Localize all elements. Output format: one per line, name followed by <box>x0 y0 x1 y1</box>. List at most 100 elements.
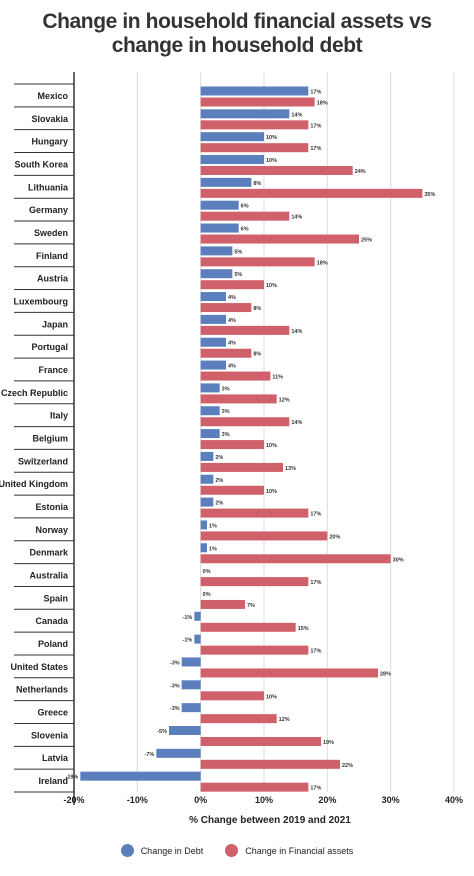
financial-assets-value-label: 15% <box>298 626 309 632</box>
debt-value-label: -1% <box>183 638 193 644</box>
category-label: Australia <box>29 571 69 581</box>
debt-bar <box>181 657 201 667</box>
debt-bar <box>200 543 207 553</box>
financial-assets-bar <box>200 394 277 404</box>
debt-value-label: 2% <box>215 501 223 507</box>
financial-assets-value-label: 17% <box>310 649 321 655</box>
debt-value-label: -3% <box>170 660 180 666</box>
category-label: Poland <box>38 639 68 649</box>
chart-title-line-2: change in household debt <box>111 34 363 57</box>
category-label: Canada <box>35 616 69 626</box>
category-label: Portugal <box>31 342 68 352</box>
debt-value-label: 4% <box>228 318 236 324</box>
financial-assets-bar <box>200 280 264 290</box>
debt-value-label: 17% <box>310 90 321 96</box>
category-label: Sweden <box>34 228 68 238</box>
financial-assets-value-label: 17% <box>310 512 321 518</box>
financial-assets-bar <box>200 714 277 724</box>
legend-item-financial-assets: Change in Financial assets <box>225 844 353 857</box>
debt-value-label: 8% <box>253 181 261 187</box>
financial-assets-value-label: 17% <box>310 146 321 152</box>
debt-bar <box>156 748 201 758</box>
debt-bar <box>200 86 309 96</box>
debt-value-label: 1% <box>209 523 217 529</box>
debt-value-label: 14% <box>291 112 302 118</box>
category-label: Luxembourg <box>13 296 68 306</box>
debt-value-label: -3% <box>170 706 180 712</box>
category-label: Latvia <box>42 753 69 763</box>
financial-assets-value-label: 17% <box>310 123 321 129</box>
legend: Change in Debt Change in Financial asset… <box>0 844 474 857</box>
debt-bar <box>200 383 220 393</box>
x-tick-label: 20% <box>318 795 336 805</box>
debt-bar <box>200 429 220 439</box>
financial-assets-value-label: 14% <box>291 329 302 335</box>
debt-value-label: 1% <box>209 546 217 552</box>
debt-value-label: 4% <box>228 364 236 370</box>
debt-bar <box>200 360 226 370</box>
category-label: Austria <box>37 274 69 284</box>
debt-value-label: 10% <box>266 158 277 164</box>
financial-assets-value-label: 28% <box>380 671 391 677</box>
debt-value-label: 10% <box>266 135 277 141</box>
financial-assets-bar <box>200 691 264 701</box>
debt-bar <box>200 520 207 530</box>
debt-bar <box>200 200 239 210</box>
financial-assets-value-label: 24% <box>355 169 366 175</box>
financial-assets-value-label: 17% <box>310 580 321 586</box>
debt-value-label: 0% <box>203 569 211 575</box>
debt-bar <box>200 223 239 233</box>
financial-assets-value-label: 8% <box>253 352 261 358</box>
category-label: Netherlands <box>16 685 68 695</box>
category-label: Germany <box>29 205 68 215</box>
x-tick-label: 0% <box>194 795 207 805</box>
financial-assets-bar <box>200 462 283 472</box>
x-tick-label: 40% <box>445 795 463 805</box>
chart-title: Change in household financial assets vs … <box>0 10 474 58</box>
category-label: Norway <box>35 525 68 535</box>
financial-assets-bar <box>200 97 315 107</box>
category-label: South Korea <box>14 159 68 169</box>
category-label: France <box>38 365 68 375</box>
financial-assets-bar <box>200 736 321 746</box>
financial-assets-bar <box>200 234 359 244</box>
financial-assets-value-label: 10% <box>266 443 277 449</box>
financial-assets-value-label: 8% <box>253 306 261 312</box>
debt-bar <box>181 680 201 690</box>
financial-assets-bar <box>200 554 391 564</box>
financial-assets-value-label: 35% <box>424 192 435 198</box>
category-label: Spain <box>43 593 68 603</box>
debt-bar <box>200 155 264 165</box>
debt-bar <box>200 406 220 416</box>
category-label: Belgium <box>32 434 68 444</box>
category-label: Ireland <box>38 776 68 786</box>
financial-assets-value-label: 7% <box>247 603 255 609</box>
x-axis-title: % Change between 2019 and 2021 <box>189 815 351 826</box>
category-label: Finland <box>36 251 68 261</box>
debt-value-label: 3% <box>222 409 230 415</box>
debt-bar <box>200 451 214 461</box>
debt-value-label: -7% <box>145 752 155 758</box>
financial-assets-value-label: 11% <box>272 375 283 381</box>
financial-assets-bar <box>200 440 264 450</box>
financial-assets-bar <box>200 211 290 221</box>
category-label: Czech Republic <box>1 388 68 398</box>
debt-value-label: 4% <box>228 341 236 347</box>
category-label: Lithuania <box>28 182 69 192</box>
category-label: United Kingdom <box>0 479 68 489</box>
financial-assets-bar <box>200 759 340 769</box>
financial-assets-value-label: 14% <box>291 215 302 221</box>
debt-bar <box>194 611 201 621</box>
debt-value-label: 2% <box>215 478 223 484</box>
category-label: Slovakia <box>31 114 69 124</box>
debt-bar <box>200 132 264 142</box>
debt-value-label: 3% <box>222 432 230 438</box>
financial-assets-bar <box>200 485 264 495</box>
debt-bar <box>181 703 201 713</box>
financial-assets-bar <box>200 257 315 267</box>
debt-bar <box>200 314 226 324</box>
debt-bar <box>80 771 201 781</box>
financial-assets-value-label: 25% <box>361 238 372 244</box>
financial-assets-bar <box>200 577 309 587</box>
